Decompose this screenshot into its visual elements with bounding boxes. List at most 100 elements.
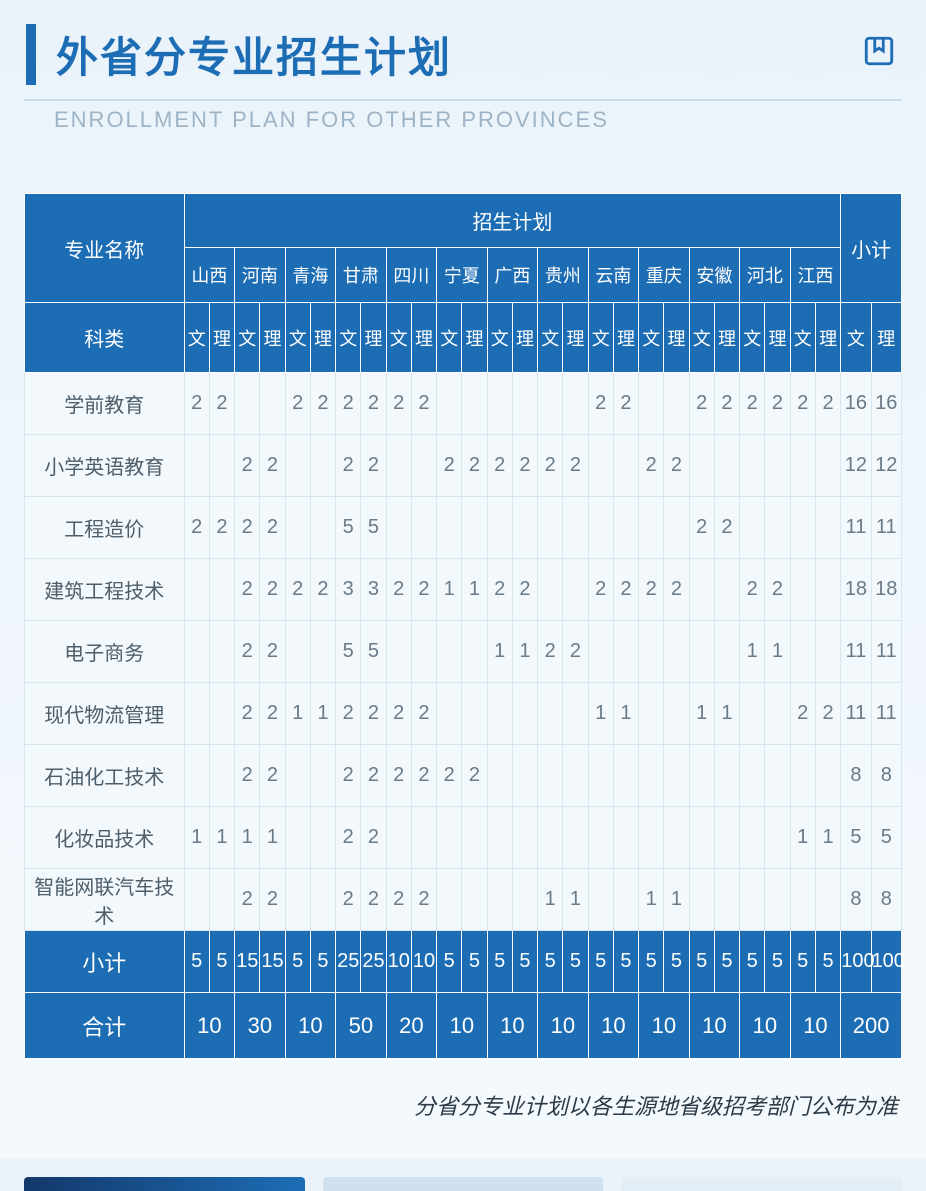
total-cell: 10 [689, 993, 740, 1059]
li-header: 理 [462, 303, 487, 373]
subtotal-cell: 5 [689, 931, 714, 993]
data-cell [184, 435, 209, 497]
data-cell [538, 373, 563, 435]
data-cell: 2 [512, 435, 537, 497]
data-cell: 2 [260, 559, 285, 621]
subtotal-cell: 5 [310, 931, 335, 993]
data-cell: 1 [740, 621, 765, 683]
data-cell [664, 373, 689, 435]
data-cell: 2 [815, 373, 840, 435]
total-cell: 10 [740, 993, 791, 1059]
major-name-cell: 建筑工程技术 [25, 559, 185, 621]
data-cell [740, 869, 765, 931]
data-cell: 2 [639, 435, 664, 497]
wen-header: 文 [235, 303, 260, 373]
data-cell [588, 869, 613, 931]
subtotal-cell: 15 [235, 931, 260, 993]
data-cell: 2 [765, 373, 790, 435]
data-cell [437, 807, 462, 869]
data-cell [815, 497, 840, 559]
data-cell: 2 [336, 869, 361, 931]
data-cell: 2 [361, 373, 386, 435]
province-header: 青海 [285, 248, 336, 303]
data-cell: 2 [361, 745, 386, 807]
data-cell [613, 435, 638, 497]
total-cell: 10 [184, 993, 235, 1059]
province-header: 宁夏 [437, 248, 488, 303]
li-header: 理 [563, 303, 588, 373]
data-cell: 2 [184, 373, 209, 435]
data-cell [310, 807, 335, 869]
data-cell: 2 [235, 559, 260, 621]
data-cell: 2 [411, 373, 436, 435]
data-cell [437, 869, 462, 931]
subtotal-wen-cell: 12 [841, 435, 871, 497]
province-header: 山西 [184, 248, 235, 303]
total-cell: 50 [336, 993, 387, 1059]
data-cell [613, 621, 638, 683]
page-title-en: ENROLLMENT PLAN FOR OTHER PROVINCES [54, 107, 902, 133]
data-cell: 2 [235, 683, 260, 745]
data-cell: 2 [411, 683, 436, 745]
data-cell [613, 807, 638, 869]
total-cell: 10 [588, 993, 639, 1059]
subtotal-li-cell: 11 [871, 497, 901, 559]
wen-header: 文 [437, 303, 462, 373]
subtotal-wen-cell: 11 [841, 683, 871, 745]
subtotal-cell: 25 [361, 931, 386, 993]
subtotal-cell: 5 [487, 931, 512, 993]
data-cell [462, 497, 487, 559]
data-cell [538, 559, 563, 621]
data-cell [437, 621, 462, 683]
data-cell: 1 [310, 683, 335, 745]
data-cell: 2 [336, 807, 361, 869]
data-cell [563, 683, 588, 745]
data-cell [285, 435, 310, 497]
data-cell: 2 [386, 559, 411, 621]
subtotal-li-cell: 12 [871, 435, 901, 497]
province-header: 河南 [235, 248, 286, 303]
li-header: 理 [310, 303, 335, 373]
data-cell [437, 683, 462, 745]
subtotal-label-cell: 小计 [25, 931, 185, 993]
data-cell: 2 [386, 869, 411, 931]
data-cell [664, 497, 689, 559]
data-cell: 2 [235, 621, 260, 683]
data-cell [664, 683, 689, 745]
data-cell: 2 [664, 559, 689, 621]
data-cell: 2 [310, 559, 335, 621]
data-cell [411, 497, 436, 559]
wen-header: 文 [538, 303, 563, 373]
data-cell [538, 745, 563, 807]
data-cell: 1 [563, 869, 588, 931]
data-cell: 2 [437, 745, 462, 807]
subtotal-li-cell: 8 [871, 745, 901, 807]
thumbnail-strip [0, 1177, 926, 1191]
page-title-cn: 外省分专业招生计划 [56, 24, 902, 85]
data-cell: 2 [411, 559, 436, 621]
wen-header: 文 [689, 303, 714, 373]
data-cell [235, 373, 260, 435]
wen-header: 文 [487, 303, 512, 373]
data-cell: 1 [815, 807, 840, 869]
data-cell [538, 497, 563, 559]
data-cell [588, 807, 613, 869]
data-cell [714, 435, 739, 497]
data-cell: 2 [235, 497, 260, 559]
data-cell: 2 [689, 497, 714, 559]
subtotal-total-li: 100 [871, 931, 901, 993]
data-cell [310, 497, 335, 559]
data-cell: 2 [815, 683, 840, 745]
data-cell [714, 807, 739, 869]
col-plan-header: 招生计划 [184, 194, 841, 248]
wen-header: 文 [790, 303, 815, 373]
table-row: 建筑工程技术2222332211222222221818 [25, 559, 902, 621]
subtotal-cell: 10 [386, 931, 411, 993]
li-header: 理 [871, 303, 901, 373]
data-cell [310, 435, 335, 497]
data-cell [689, 435, 714, 497]
total-cell: 10 [790, 993, 841, 1059]
grand-total-cell: 200 [841, 993, 902, 1059]
col-category-header: 科类 [25, 303, 185, 373]
title-divider [24, 99, 902, 101]
